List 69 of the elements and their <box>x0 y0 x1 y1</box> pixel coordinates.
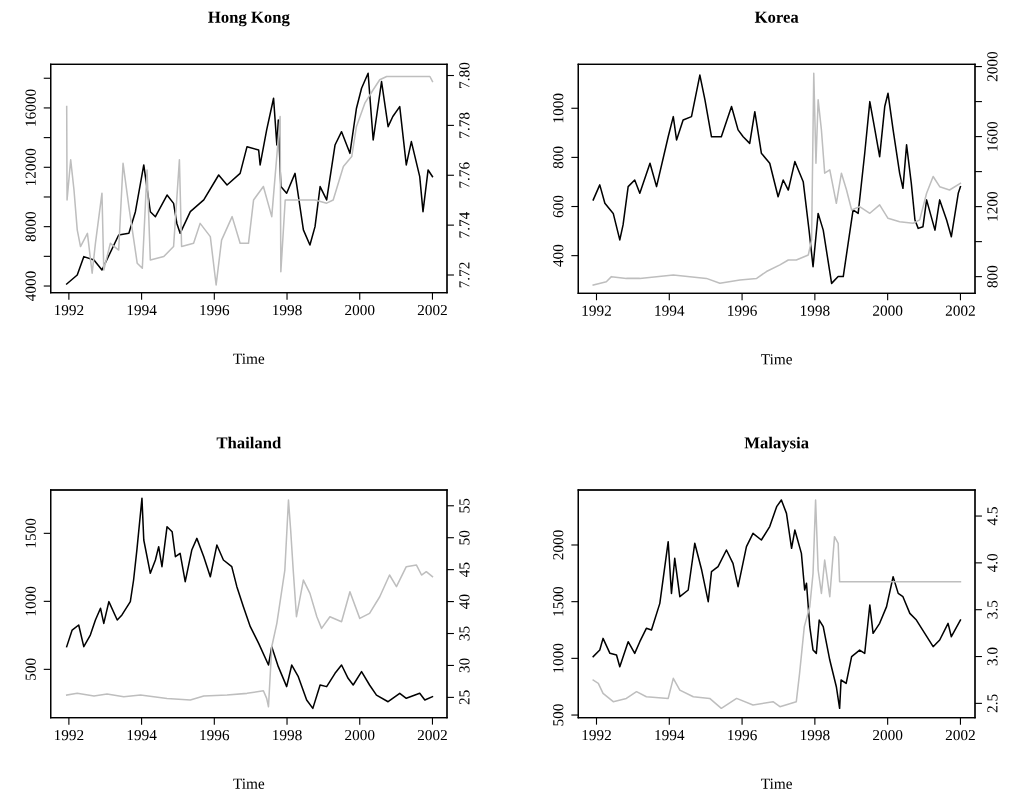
x-tick-label: 2000 <box>873 305 903 316</box>
y-tick-label: 1500 <box>25 518 36 548</box>
x-tick-label: 1996 <box>200 304 230 316</box>
y2-tick-label: 55 <box>459 498 470 513</box>
y2-tick-label: 35 <box>459 626 470 641</box>
y2-tick-label: 2.5 <box>987 694 998 713</box>
y2-tick-label: 800 <box>987 265 998 288</box>
x-tick-label: 2002 <box>945 729 975 741</box>
y2-tick-label: 45 <box>459 562 470 577</box>
y2-tick-label: 4.5 <box>987 507 998 526</box>
x-tick-label: 1998 <box>800 729 830 741</box>
x-axis-title: Time <box>233 353 265 364</box>
y-tick-label: 400 <box>553 244 564 267</box>
y2-tick-label: 4.0 <box>987 553 998 573</box>
y-tick-label: 8000 <box>25 211 36 242</box>
y-tick-label: 16000 <box>25 89 36 126</box>
y-tick-label: 800 <box>553 146 564 169</box>
y-tick-label: 1500 <box>553 586 564 616</box>
y2-tick-label: 25 <box>459 690 470 705</box>
y2-tick-label: 7.80 <box>459 62 470 88</box>
y2-tick-label: 7.72 <box>459 262 470 288</box>
x-tick-label: 1994 <box>127 304 157 316</box>
y-tick-label: 12000 <box>25 148 36 186</box>
y2-tick-label: 2000 <box>987 51 998 82</box>
x-tick-label: 2002 <box>945 305 975 316</box>
y2-tick-label: 3.5 <box>987 600 998 619</box>
x-tick-label: 2000 <box>873 729 903 741</box>
y-tick-label: 2000 <box>553 530 564 560</box>
x-tick-label: 1996 <box>200 729 230 741</box>
x-tick-label: 1998 <box>273 304 302 316</box>
x-tick-label: 1998 <box>273 729 302 741</box>
x-tick-label: 1994 <box>655 305 685 316</box>
y-tick-label: 500 <box>25 658 36 680</box>
y-tick-label: 600 <box>553 195 564 218</box>
x-tick-label: 1992 <box>54 304 84 316</box>
x-tick-label: 2002 <box>417 304 447 316</box>
chart-title: Korea <box>754 11 799 23</box>
y2-tick-label: 1200 <box>987 191 998 221</box>
x-axis-title: Time <box>761 354 792 365</box>
x-tick-label: 1996 <box>728 305 757 316</box>
y2-tick-label: 1600 <box>987 121 998 151</box>
chart-title: Malaysia <box>744 436 809 452</box>
y2-tick-label: 7.74 <box>459 212 470 238</box>
chart-title: Hong Kong <box>208 11 290 27</box>
y2-tick-label: 3.0 <box>987 647 998 666</box>
x-tick-label: 2000 <box>345 304 375 316</box>
y-tick-label: 1000 <box>25 586 36 616</box>
y2-tick-label: 7.78 <box>459 112 470 138</box>
y2-tick-label: 30 <box>459 658 470 673</box>
x-axis-title: Time <box>233 778 265 789</box>
x-tick-label: 1994 <box>127 729 157 741</box>
x-tick-label: 1992 <box>582 305 611 316</box>
y2-tick-label: 7.76 <box>459 162 470 188</box>
y-tick-label: 1000 <box>553 93 564 123</box>
x-tick-label: 2002 <box>417 729 447 741</box>
x-axis-title: Time <box>761 778 792 789</box>
x-tick-label: 2000 <box>345 729 375 741</box>
x-tick-label: 1998 <box>800 305 830 316</box>
y-tick-label: 1000 <box>553 643 564 673</box>
x-tick-label: 1992 <box>582 729 611 741</box>
chart-title: Thailand <box>216 436 282 449</box>
x-tick-label: 1996 <box>728 729 757 741</box>
y-tick-label: 4000 <box>25 271 36 301</box>
y2-tick-label: 50 <box>459 530 470 545</box>
y-tick-label: 500 <box>553 704 564 726</box>
x-tick-label: 1994 <box>655 729 685 741</box>
line-series <box>592 499 962 710</box>
y2-tick-label: 40 <box>459 594 470 609</box>
x-tick-label: 1992 <box>54 729 84 741</box>
